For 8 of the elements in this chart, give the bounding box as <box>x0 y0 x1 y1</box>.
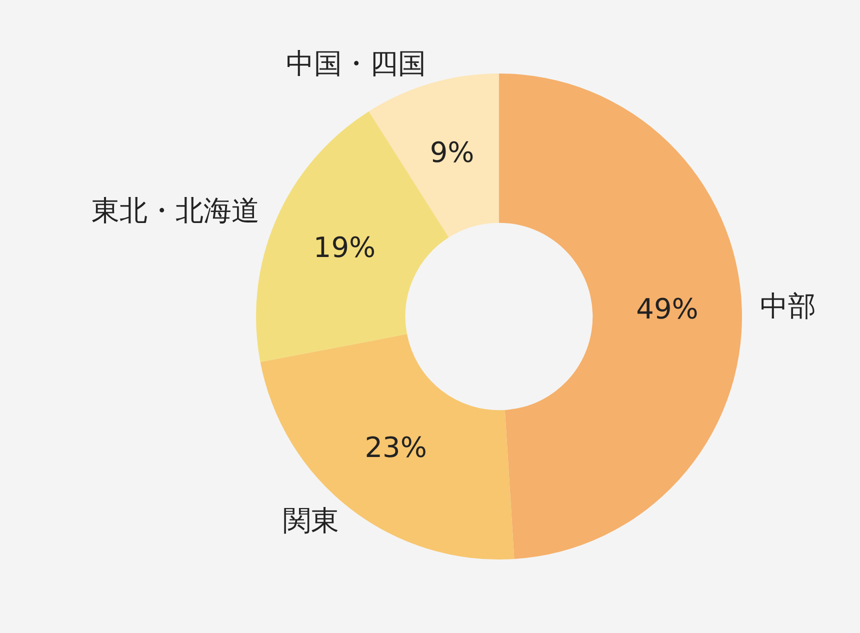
data-label: 9% <box>430 136 474 170</box>
data-label: 23% <box>364 430 427 464</box>
slice-label: 東北・北海道 <box>91 194 260 228</box>
slice-label: 中国・四国 <box>286 47 426 80</box>
data-label: 19% <box>313 230 376 264</box>
slice-label: 中部 <box>760 290 816 323</box>
slice-label: 関東 <box>283 504 340 538</box>
data-label: 49% <box>636 292 698 326</box>
